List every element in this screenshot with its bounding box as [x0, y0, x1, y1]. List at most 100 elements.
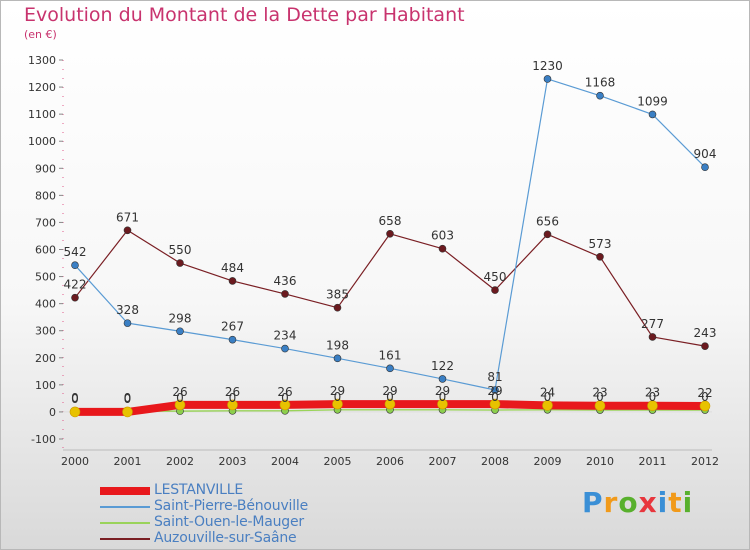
x-tick-label: 2009	[534, 455, 562, 468]
data-point	[386, 229, 394, 238]
data-point	[176, 259, 184, 267]
proxiti-logo: Proxiti	[582, 486, 693, 519]
data-point	[333, 303, 342, 312]
data-label: 450	[484, 270, 507, 284]
chart-subtitle: (en €)	[24, 28, 57, 41]
series-auzouville-sur-sa-ne	[71, 226, 709, 350]
data-label: 1230	[532, 59, 563, 73]
data-point	[384, 398, 396, 410]
data-labels: 422 671 550 484 436 385 658 603 450 656 573 277 243 5…	[64, 59, 717, 406]
y-tick-label: 1300	[28, 54, 56, 67]
y-tick-label: -100	[31, 433, 56, 446]
legend-swatch	[100, 506, 150, 508]
data-label: 550	[169, 243, 192, 257]
data-point	[228, 335, 237, 344]
data-label: 277	[641, 317, 664, 331]
data-point	[71, 261, 79, 270]
data-point	[281, 344, 289, 353]
x-tick-label: 2000	[61, 455, 89, 468]
data-point	[648, 110, 657, 119]
data-label: 29	[435, 384, 450, 398]
data-label: 267	[221, 320, 244, 334]
logo-letter: r	[603, 486, 619, 519]
data-point	[648, 333, 657, 341]
x-tick-label: 2011	[639, 455, 667, 468]
x-tick-label: 2005	[324, 455, 352, 468]
y-tick-label: 1100	[28, 108, 56, 121]
data-label: 603	[431, 229, 454, 243]
y-tick-label: 100	[35, 379, 56, 392]
data-point	[123, 319, 132, 327]
y-tick-label: 800	[35, 189, 56, 202]
data-label: 0	[124, 391, 132, 405]
x-tick-label: 2001	[114, 455, 142, 468]
data-point	[438, 375, 447, 383]
data-point	[438, 244, 447, 253]
data-label: 0	[229, 391, 237, 405]
data-point	[701, 342, 709, 350]
data-point	[594, 400, 606, 412]
data-label: 22	[697, 386, 712, 400]
legend-swatch	[100, 538, 150, 540]
y-tick-label: 0	[49, 406, 56, 419]
data-label: 422	[64, 278, 87, 292]
data-label: 0	[71, 392, 79, 406]
y-tick-label: 700	[35, 216, 56, 229]
data-point	[491, 386, 499, 394]
chart-title: Evolution du Montant de la Dette par Hab…	[24, 4, 465, 26]
data-label: 658	[379, 214, 402, 228]
data-point	[227, 399, 238, 411]
legend-label: Saint-Ouen-le-Mauger	[154, 514, 304, 530]
data-label: 0	[544, 390, 552, 404]
y-tick-label: 500	[35, 271, 56, 284]
x-tick-label: 2008	[481, 455, 509, 468]
data-label: 122	[431, 359, 454, 373]
x-tick-label: 2007	[429, 455, 457, 468]
logo-letter: i	[682, 486, 694, 519]
legend-swatch	[100, 487, 150, 495]
data-point	[596, 91, 604, 100]
data-point	[332, 398, 343, 410]
data-point	[543, 230, 552, 239]
legend-label: Saint-Pierre-Bénouville	[154, 498, 309, 514]
data-label: 298	[169, 311, 192, 325]
data-label: 1099	[637, 94, 668, 108]
data-label: 29	[487, 384, 502, 398]
y-tick-label: 200	[35, 352, 56, 365]
data-label: 24	[540, 385, 555, 399]
data-label: 542	[64, 245, 87, 259]
data-point	[174, 399, 186, 411]
y-tick-label: 900	[35, 162, 56, 175]
series-lestanville	[69, 398, 711, 418]
logo-letter: t	[668, 486, 683, 519]
data-label: 0	[439, 390, 447, 404]
data-point	[489, 398, 501, 410]
x-tick-label: 2004	[271, 455, 299, 468]
data-point	[69, 406, 81, 418]
data-label: 0	[281, 391, 289, 405]
legend-label: Auzouville-sur-Saâne	[154, 530, 297, 546]
data-label: 385	[326, 288, 349, 302]
data-label: 23	[645, 386, 660, 400]
data-label: 0	[386, 390, 394, 404]
data-label: 656	[536, 214, 559, 228]
data-label: 0	[649, 390, 657, 404]
data-label: 1168	[585, 76, 616, 90]
legend-label: LESTANVILLE	[154, 482, 243, 498]
data-point	[333, 354, 342, 363]
x-tick-label: 2003	[219, 455, 247, 468]
logo-letter: o	[618, 486, 639, 519]
y-tick-label: 1000	[28, 135, 56, 148]
data-label: 23	[592, 386, 607, 400]
data-point	[176, 327, 184, 336]
data-point	[281, 290, 289, 298]
x-tick-label: 2010	[586, 455, 614, 468]
data-point	[437, 398, 448, 410]
data-point	[699, 400, 711, 412]
legend-swatch	[100, 522, 150, 524]
data-label: 81	[487, 370, 502, 384]
data-label: 0	[334, 390, 342, 404]
x-tick-label: 2012	[691, 455, 719, 468]
data-point	[542, 400, 553, 411]
